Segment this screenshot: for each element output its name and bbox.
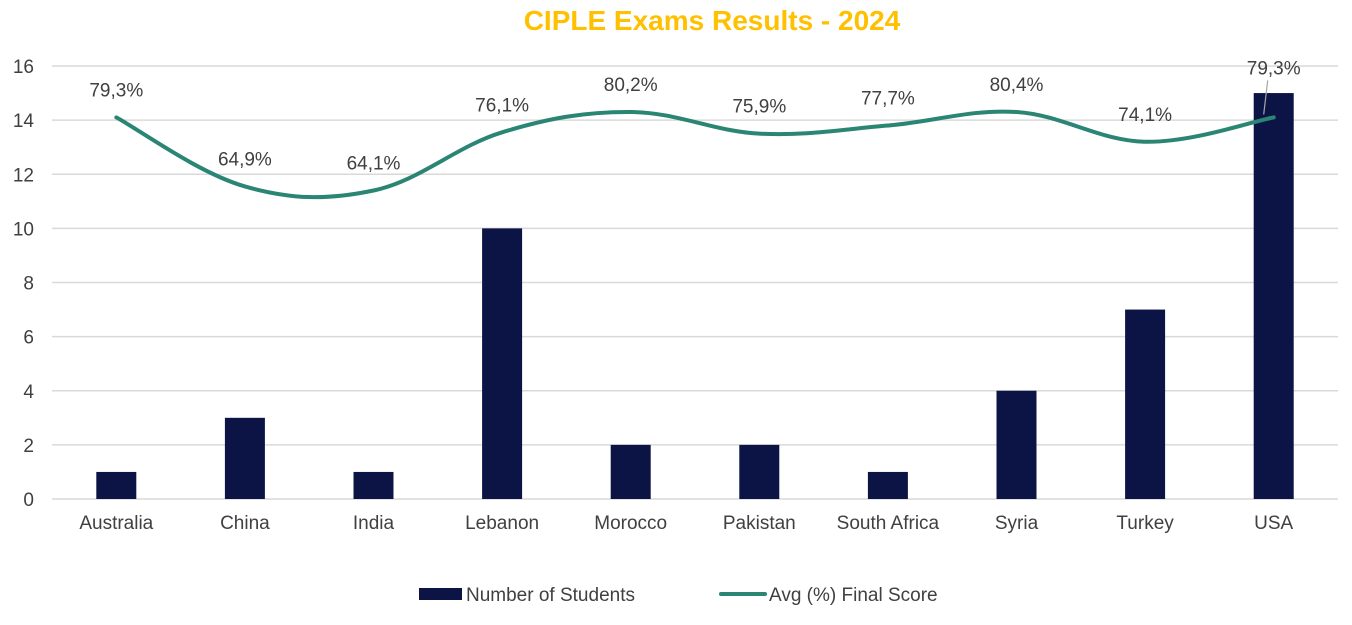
data-label-leader-line: [1263, 80, 1269, 115]
x-tick-label: Australia: [79, 513, 153, 534]
x-tick-label: Pakistan: [723, 513, 796, 534]
bar: [1125, 309, 1166, 499]
y-axis-ticks: 0 2 4 6 8 10 12 14 16: [13, 57, 35, 511]
data-label: 79,3%: [1247, 58, 1301, 79]
x-tick-label: USA: [1254, 513, 1293, 534]
x-tick-label: China: [220, 513, 270, 534]
x-tick-label: Turkey: [1116, 513, 1174, 534]
data-label: 64,1%: [347, 153, 401, 174]
bar: [996, 390, 1037, 499]
y-tick-label: 8: [23, 274, 34, 295]
bar: [224, 417, 265, 499]
bar: [482, 228, 523, 499]
data-label: 75,9%: [732, 97, 786, 118]
y-tick-label: 4: [23, 382, 34, 403]
legend-swatch-bar: [419, 588, 462, 600]
bar: [610, 444, 651, 499]
bar-series: [96, 93, 1294, 499]
y-tick-label: 6: [23, 328, 34, 349]
gridlines: [52, 65, 1338, 500]
x-tick-label: India: [353, 513, 395, 534]
bar: [739, 444, 780, 499]
bar: [96, 471, 137, 499]
x-tick-label: Lebanon: [465, 513, 539, 534]
bar: [353, 471, 394, 499]
data-labels: 79,3% 64,9% 64,1% 76,1% 80,2% 75,9% 77,7% 80,4%…: [89, 58, 1300, 174]
bar: [1253, 93, 1294, 499]
legend: Number of Students Avg (%) Final Score: [419, 585, 938, 606]
y-tick-label: 10: [13, 219, 34, 240]
y-tick-label: 16: [13, 57, 34, 78]
x-tick-label: Syria: [995, 513, 1039, 534]
legend-label: Number of Students: [466, 585, 635, 606]
y-tick-label: 2: [23, 436, 34, 457]
y-tick-label: 12: [13, 165, 34, 186]
line-series: [114, 109, 1276, 200]
data-label: 76,1%: [475, 95, 529, 116]
data-label: 79,3%: [89, 80, 143, 101]
avg-score-line: [114, 109, 1276, 200]
x-tick-label: South Africa: [837, 513, 940, 534]
x-axis-ticks: Australia China India Lebanon Morocco Pakista…: [79, 513, 1293, 534]
data-label: 74,1%: [1118, 105, 1172, 126]
bar: [867, 471, 908, 499]
legend-label: Avg (%) Final Score: [769, 585, 938, 606]
data-label: 80,4%: [990, 75, 1044, 96]
chart-title: CIPLE Exams Results - 2024: [524, 5, 901, 36]
data-label: 64,9%: [218, 149, 272, 170]
x-tick-label: Morocco: [594, 513, 667, 534]
y-tick-label: 14: [13, 111, 35, 132]
y-tick-label: 0: [23, 490, 34, 511]
data-label: 80,2%: [604, 75, 658, 96]
data-label: 77,7%: [861, 89, 915, 110]
